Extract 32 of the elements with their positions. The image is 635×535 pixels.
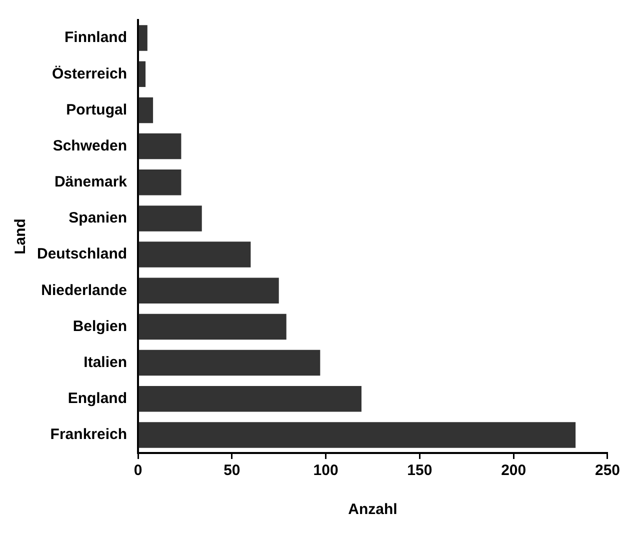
bar	[138, 386, 362, 412]
y-tick-label: Frankreich	[50, 426, 128, 444]
x-tick-label: 250	[594, 462, 620, 480]
x-tick-label: 50	[224, 462, 240, 480]
y-tick-label: Niederlande	[41, 282, 128, 299]
bar	[138, 278, 279, 304]
bar	[138, 25, 148, 51]
y-tick-label: Schweden	[52, 137, 128, 154]
bar	[138, 97, 154, 124]
x-tick-label: 100	[313, 462, 338, 480]
bar	[138, 206, 202, 232]
y-tick-label: Deutschland	[37, 246, 128, 263]
x-tick-label: 150	[407, 462, 432, 480]
x-axis-title: Anzahl	[348, 501, 398, 518]
y-axis-title: Land	[12, 218, 30, 254]
y-tick-label: England	[68, 390, 128, 408]
bar	[138, 61, 146, 87]
y-tick-label: Portugal	[66, 101, 128, 118]
bar	[138, 242, 251, 268]
y-tick-label: Spanien	[68, 210, 128, 227]
y-tick-label: Belgien	[72, 318, 128, 335]
y-tick-label: Finnland	[64, 29, 128, 46]
y-tick-label: Österreich	[52, 65, 128, 82]
bar	[138, 422, 576, 448]
y-tick-label: Dänemark	[54, 174, 128, 191]
y-tick-label: Italien	[84, 354, 128, 371]
bar	[138, 350, 320, 376]
x-tick-label: 0	[134, 462, 142, 480]
bar	[138, 133, 182, 160]
bar	[138, 170, 182, 196]
bar	[138, 314, 286, 340]
x-tick-label: 200	[501, 462, 526, 480]
